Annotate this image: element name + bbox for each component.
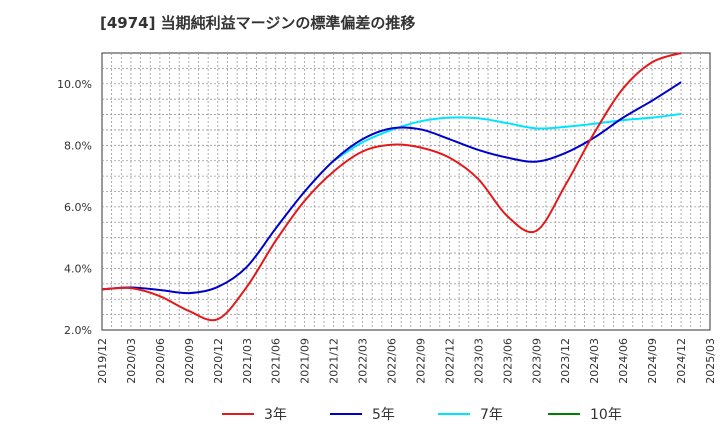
x-tick-label: 2023/06	[501, 338, 514, 384]
x-tick-label: 2021/06	[270, 338, 283, 384]
y-tick-label: 8.0%	[64, 139, 92, 152]
x-tick-label: 2024/03	[588, 338, 601, 384]
x-tick-label: 2021/03	[241, 338, 254, 384]
x-tick-label: 2023/09	[530, 338, 543, 384]
x-tick-label: 2021/09	[299, 338, 312, 384]
x-tick-label: 2021/12	[328, 338, 341, 384]
legend-label: 10年	[590, 407, 622, 423]
x-tick-label: 2020/03	[125, 338, 138, 384]
x-tick-label: 2022/12	[443, 338, 456, 384]
x-tick-label: 2025/03	[704, 338, 717, 384]
legend-label: 3年	[264, 407, 287, 423]
x-tick-label: 2022/06	[386, 338, 399, 384]
x-tick-label: 2022/03	[357, 338, 370, 384]
y-tick-label: 6.0%	[64, 201, 92, 214]
series-layer	[101, 52, 682, 322]
x-tick-label: 2019/12	[96, 338, 109, 384]
x-tick-label: 2020/09	[183, 338, 196, 384]
y-tick-label: 2.0%	[64, 324, 92, 337]
x-tick-label: 2024/12	[675, 338, 688, 384]
y-tick-label: 10.0%	[57, 78, 92, 91]
x-tick-label: 2024/09	[646, 338, 659, 384]
series-line-1	[101, 52, 682, 322]
series-line-3	[333, 112, 682, 162]
legend: 3年 5年 7年 10年	[222, 407, 622, 423]
series-line-2	[101, 81, 682, 295]
x-tick-label: 2020/12	[212, 338, 225, 384]
y-tick-label: 4.0%	[64, 262, 92, 275]
x-tick-label: 2024/06	[617, 338, 630, 384]
chart-title: [4974] 当期純利益マージンの標準偏差の推移	[100, 14, 416, 32]
grid-layer	[101, 52, 711, 331]
axis-layer: 2.0% 4.0% 6.0% 8.0% 10.0% 2019/12 2020/03 2020/…	[57, 78, 717, 384]
legend-label: 7年	[480, 407, 503, 423]
x-tick-label: 2020/06	[154, 338, 167, 384]
legend-label: 5年	[372, 407, 395, 423]
x-tick-label: 2023/03	[472, 338, 485, 384]
x-tick-label: 2022/09	[414, 338, 427, 384]
x-tick-label: 2023/12	[559, 338, 572, 384]
